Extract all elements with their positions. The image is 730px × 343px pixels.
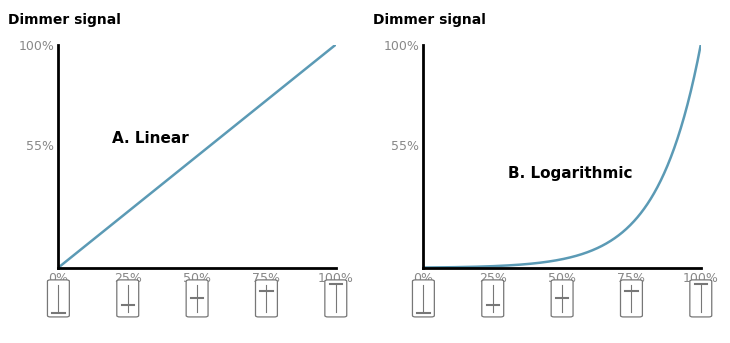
Text: Dimmer signal: Dimmer signal — [374, 13, 486, 27]
Text: B. Logarithmic: B. Logarithmic — [508, 166, 633, 181]
Text: A. Linear: A. Linear — [112, 131, 188, 146]
Text: Dimmer signal: Dimmer signal — [9, 13, 121, 27]
